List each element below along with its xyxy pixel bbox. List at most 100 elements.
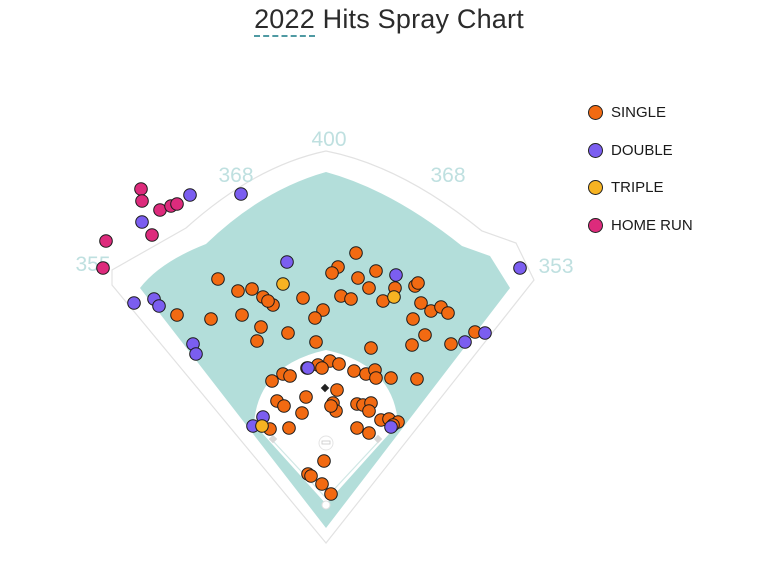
hit-markers bbox=[96, 182, 527, 501]
legend: SINGLE DOUBLE TRIPLE HOME RUN bbox=[588, 94, 693, 244]
third-base bbox=[268, 434, 278, 444]
hit-single[interactable] bbox=[444, 337, 458, 351]
hit-single[interactable] bbox=[384, 371, 398, 385]
hit-single[interactable] bbox=[324, 399, 338, 413]
hit-single[interactable] bbox=[296, 291, 310, 305]
hit-single[interactable] bbox=[362, 281, 376, 295]
hit-single[interactable] bbox=[362, 404, 376, 418]
hit-single[interactable] bbox=[362, 426, 376, 440]
distance-right-line: 353 bbox=[538, 255, 573, 278]
legend-swatch-single bbox=[588, 105, 603, 121]
hit-double[interactable] bbox=[189, 347, 203, 361]
legend-label-home-run: HOME RUN bbox=[611, 216, 693, 234]
hit-single[interactable] bbox=[317, 454, 331, 468]
hit-single[interactable] bbox=[170, 308, 184, 322]
hit-home-run[interactable] bbox=[135, 194, 149, 208]
hit-single[interactable] bbox=[231, 284, 245, 298]
hit-home-run[interactable] bbox=[134, 182, 148, 196]
hit-double[interactable] bbox=[384, 420, 398, 434]
legend-item-home-run[interactable]: HOME RUN bbox=[588, 207, 693, 245]
legend-item-double[interactable]: DOUBLE bbox=[588, 132, 693, 170]
hit-single[interactable] bbox=[332, 357, 346, 371]
hit-single[interactable] bbox=[344, 292, 358, 306]
hit-single[interactable] bbox=[299, 390, 313, 404]
field-grass bbox=[140, 172, 510, 528]
hit-single[interactable] bbox=[411, 276, 425, 290]
hit-single[interactable] bbox=[316, 303, 330, 317]
outfield-wall-outline bbox=[111, 150, 535, 544]
hit-single[interactable] bbox=[315, 361, 329, 375]
hit-double[interactable] bbox=[513, 261, 527, 275]
hit-single[interactable] bbox=[245, 282, 259, 296]
legend-label-triple: TRIPLE bbox=[611, 179, 664, 197]
hit-double[interactable] bbox=[234, 187, 248, 201]
hit-double[interactable] bbox=[183, 188, 197, 202]
hit-single[interactable] bbox=[418, 328, 432, 342]
hit-double[interactable] bbox=[458, 335, 472, 349]
hit-double[interactable] bbox=[152, 299, 166, 313]
hit-home-run[interactable] bbox=[99, 234, 113, 248]
pitcher-mound bbox=[318, 435, 334, 451]
hit-double[interactable] bbox=[280, 255, 294, 269]
hit-single[interactable] bbox=[281, 326, 295, 340]
second-base bbox=[320, 383, 330, 393]
legend-label-single: SINGLE bbox=[611, 104, 667, 122]
hit-single[interactable] bbox=[369, 371, 383, 385]
first-base bbox=[373, 434, 383, 444]
hit-triple[interactable] bbox=[276, 277, 290, 291]
hit-double[interactable] bbox=[135, 215, 149, 229]
hit-single[interactable] bbox=[349, 246, 363, 260]
hit-single[interactable] bbox=[277, 399, 291, 413]
hit-single[interactable] bbox=[441, 306, 455, 320]
hit-single[interactable] bbox=[309, 335, 323, 349]
hit-single[interactable] bbox=[330, 383, 344, 397]
hit-single[interactable] bbox=[405, 338, 419, 352]
hit-double[interactable] bbox=[301, 361, 315, 375]
hit-single[interactable] bbox=[410, 372, 424, 386]
hit-single[interactable] bbox=[254, 320, 268, 334]
hit-single[interactable] bbox=[364, 341, 378, 355]
hit-single[interactable] bbox=[308, 311, 322, 325]
hit-single[interactable] bbox=[324, 487, 338, 501]
hit-triple[interactable] bbox=[255, 419, 269, 433]
chart-title: 2022 Hits Spray Chart bbox=[0, 4, 778, 37]
hit-single[interactable] bbox=[282, 421, 296, 435]
infield-dirt bbox=[254, 350, 398, 504]
distance-right-center: 368 bbox=[430, 164, 465, 187]
hit-double[interactable] bbox=[127, 296, 141, 310]
home-plate-area bbox=[321, 500, 331, 510]
hit-single[interactable] bbox=[406, 312, 420, 326]
hit-single[interactable] bbox=[414, 296, 428, 310]
hit-single[interactable] bbox=[235, 308, 249, 322]
hit-single[interactable] bbox=[283, 369, 297, 383]
legend-label-double: DOUBLE bbox=[611, 141, 673, 159]
distance-center: 400 bbox=[311, 128, 346, 151]
hit-home-run[interactable] bbox=[170, 197, 184, 211]
hit-single[interactable] bbox=[315, 477, 329, 491]
hit-single[interactable] bbox=[261, 294, 275, 308]
hit-single[interactable] bbox=[347, 364, 361, 378]
hit-single[interactable] bbox=[295, 406, 309, 420]
hit-single[interactable] bbox=[304, 469, 318, 483]
hit-single[interactable] bbox=[204, 312, 218, 326]
pitcher-rubber bbox=[321, 440, 331, 445]
legend-item-single[interactable]: SINGLE bbox=[588, 94, 693, 132]
hit-double[interactable] bbox=[389, 268, 403, 282]
hit-double[interactable] bbox=[478, 326, 492, 340]
hit-single[interactable] bbox=[250, 334, 264, 348]
hit-home-run[interactable] bbox=[145, 228, 159, 242]
legend-swatch-triple bbox=[588, 180, 603, 196]
hit-triple[interactable] bbox=[387, 290, 401, 304]
hit-single[interactable] bbox=[211, 272, 225, 286]
legend-item-triple[interactable]: TRIPLE bbox=[588, 169, 693, 207]
hit-single[interactable] bbox=[265, 374, 279, 388]
hit-single[interactable] bbox=[369, 264, 383, 278]
legend-swatch-home-run bbox=[588, 217, 603, 233]
hit-home-run[interactable] bbox=[96, 261, 110, 275]
hit-single[interactable] bbox=[325, 266, 339, 280]
hit-single[interactable] bbox=[350, 421, 364, 435]
hit-single[interactable] bbox=[351, 271, 365, 285]
distance-left-center: 368 bbox=[218, 164, 253, 187]
title-year[interactable]: 2022 bbox=[254, 4, 315, 37]
